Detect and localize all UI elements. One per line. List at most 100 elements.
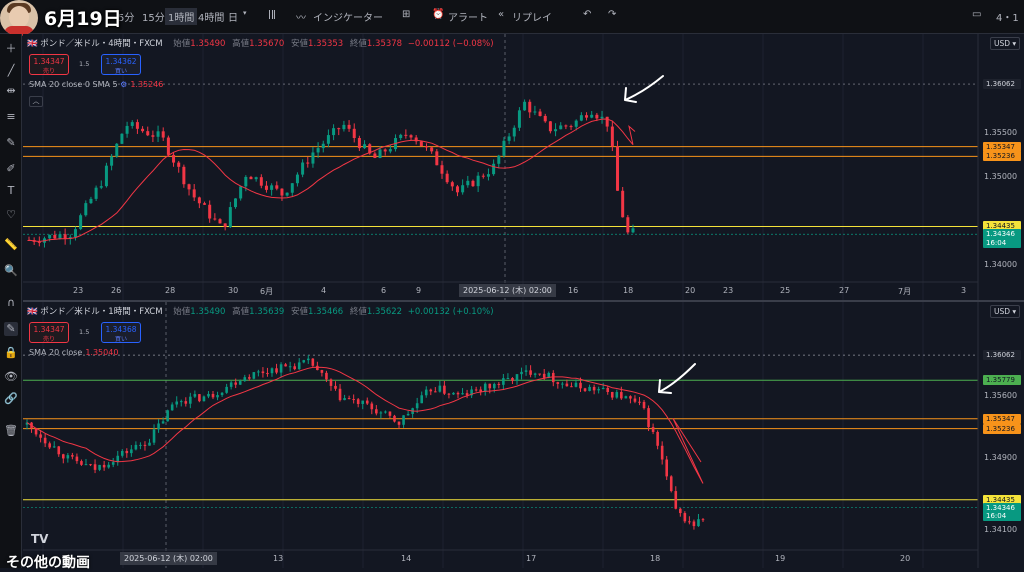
candle [75,453,79,464]
channel-icon[interactable]: ≡ [6,110,16,123]
ohlc-change: +0.00132 (+0.10%) [407,307,494,317]
symbol-label[interactable]: ポンド／米ドル・1時間・FXCM [40,307,163,317]
candle [66,453,70,463]
sma-label: SMA 20 close [29,348,83,357]
brush-icon[interactable]: ✎ [6,136,16,149]
interval-4h[interactable]: 4時間 [198,13,225,24]
interval-day[interactable]: 日 [228,13,238,24]
currency-select[interactable]: USD ▾ [990,37,1020,50]
sell-button[interactable]: 1.34347 売り [29,322,69,343]
avatar[interactable] [0,0,38,36]
candle [161,417,165,424]
time-axis-label: 30 [228,286,239,295]
candle [311,146,315,168]
candle [270,367,274,377]
price-tag: 1.35236 [983,151,1021,162]
candle [239,185,243,201]
candle [633,395,637,404]
alert-icon[interactable]: ⏰ [432,9,445,20]
text-icon[interactable]: T [7,184,15,197]
candle [506,373,510,380]
candle [357,135,361,151]
crosshair-icon[interactable]: ＋ [5,42,17,55]
candle [533,372,537,378]
currency-select[interactable]: USD ▾ [990,305,1020,318]
time-axis-label: 9 [416,286,422,295]
sell-price: 1.34347 [33,57,65,66]
candle [120,449,124,458]
trendline-icon[interactable]: ╱ [7,64,15,77]
symbol-label[interactable]: ポンド／米ドル・4時間・FXCM [40,39,163,49]
price-axis-label: 1.34100 [984,524,1018,534]
ruler-icon[interactable]: 📏 [4,238,18,251]
horizontal-line-icon[interactable]: ⇹ [6,84,16,97]
chart-pane-1h[interactable]: 🇬🇧 ポンド／米ドル・1時間・FXCM 始値1.35490 高値1.35639 … [23,302,1024,568]
candle-type-icon[interactable]: ǀǁ [268,9,276,20]
candle [543,113,547,123]
lock-icon[interactable]: 🔒 [4,346,18,359]
price-tag: 1.34435 [983,494,1021,505]
pen-icon[interactable]: ✐ [6,162,16,175]
chart-pane-4h[interactable]: 🇬🇧 ポンド／米ドル・4時間・FXCM 始値1.35490 高値1.35670 … [23,34,1024,300]
sma-settings-icon[interactable]: ⚙ [120,80,128,89]
zoom-icon[interactable]: 🔍 [4,264,18,277]
heart-icon[interactable]: ♡ [6,208,16,221]
time-axis-label: 6 [381,286,387,295]
sma-legend-4h[interactable]: SMA 20 close 0 SMA 5 ⚙ 1.35246 [29,80,163,89]
candle [356,398,360,408]
candle [177,160,181,173]
interval-5m[interactable]: 5分 [118,13,135,24]
candle [523,99,527,111]
lock-drawing-icon[interactable]: ✎ [4,322,18,336]
layout-grid-icon[interactable]: ⊞ [402,9,411,20]
candle [228,201,232,228]
layout-icon[interactable]: ▭ [972,9,982,20]
price-plot-1h[interactable] [23,302,1024,568]
candle [404,129,408,139]
collapse-legend-icon[interactable]: ︿ [29,96,43,107]
candle [483,382,487,396]
pane-divider[interactable] [23,300,1024,302]
replay-button[interactable]: リプレイ [512,13,552,24]
price-tag: 1.34435 [983,221,1021,232]
candle [450,180,454,191]
chevron-down-icon[interactable]: ▾ [243,9,247,17]
trash-icon[interactable]: 🗑 [4,424,18,437]
candle [84,200,88,217]
candle [564,124,568,130]
indicator-button[interactable]: インジケーター [313,13,383,24]
alert-button[interactable]: アラート [448,13,488,24]
undo-icon[interactable]: ↶ [583,9,592,20]
replay-icon[interactable]: « [498,9,505,20]
candle [559,122,563,130]
magnet-icon[interactable]: ∩ [6,296,16,309]
sma-label: SMA 20 close 0 SMA 5 [29,80,118,89]
eye-icon[interactable]: 👁 [4,370,18,383]
candle [234,378,237,389]
indicator-icon[interactable]: 〰 [296,13,306,24]
candle [170,402,174,411]
interval-15m[interactable]: 15分 [142,13,165,24]
sell-button[interactable]: 1.34347 売り [29,54,69,75]
candle [574,119,578,131]
buy-button[interactable]: 1.34362 買い [101,54,141,75]
candle [254,176,258,182]
candle [175,396,179,408]
link-icon[interactable]: 🔗 [4,392,18,405]
candle [68,234,72,245]
candle [187,183,191,196]
candle [438,380,442,393]
candle [529,365,532,378]
redo-icon[interactable]: ↷ [608,9,617,20]
candle [261,367,265,378]
interval-1h[interactable]: 1時間 [165,8,198,25]
candle [89,196,93,205]
price-plot-4h[interactable] [23,34,1024,300]
candle [683,511,687,524]
candle [93,459,97,474]
candle [238,379,242,385]
buy-button[interactable]: 1.34368 買い [101,322,141,343]
tradingview-logo: TV [31,532,49,546]
currency-label: USD [994,307,1011,316]
sma-legend-1h[interactable]: SMA 20 close 1.35040 [29,348,118,357]
